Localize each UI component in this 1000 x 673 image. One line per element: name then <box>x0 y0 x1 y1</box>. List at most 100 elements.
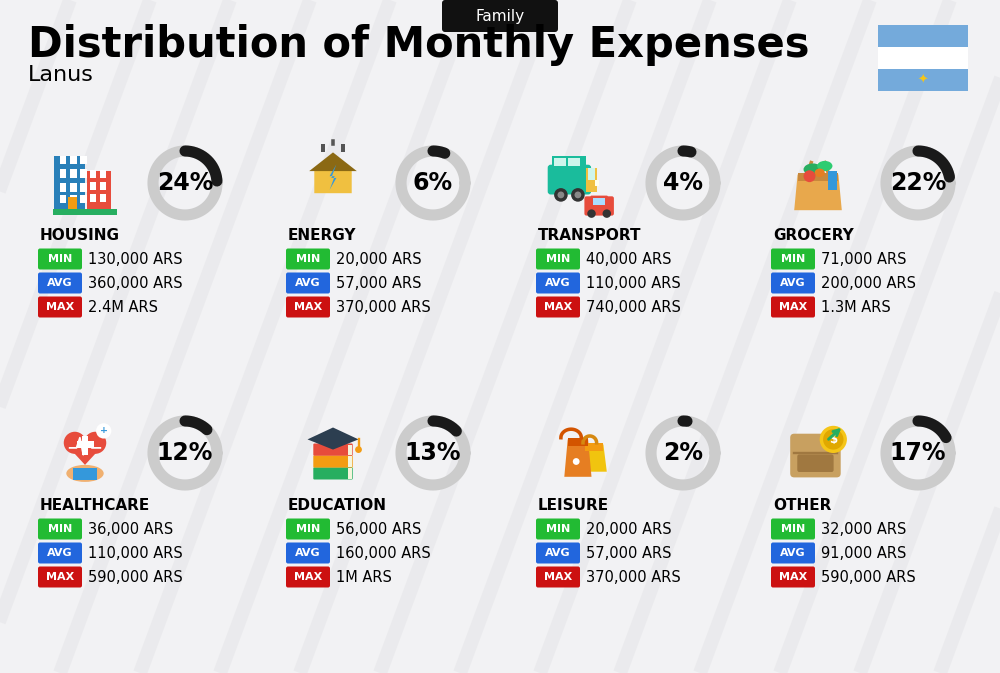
Bar <box>348 468 352 479</box>
Ellipse shape <box>804 164 822 176</box>
Text: 91,000 ARS: 91,000 ARS <box>821 546 906 561</box>
Bar <box>585 443 603 452</box>
Bar <box>60 156 66 164</box>
Text: MAX: MAX <box>544 572 572 582</box>
Text: 20,000 ARS: 20,000 ARS <box>336 252 422 267</box>
Text: 110,000 ARS: 110,000 ARS <box>586 275 681 291</box>
FancyBboxPatch shape <box>286 542 330 563</box>
Bar <box>100 182 106 190</box>
FancyBboxPatch shape <box>771 518 815 540</box>
Text: 71,000 ARS: 71,000 ARS <box>821 252 906 267</box>
Text: 1.3M ARS: 1.3M ARS <box>821 299 891 314</box>
Text: AVG: AVG <box>545 548 571 558</box>
FancyBboxPatch shape <box>584 197 614 215</box>
Bar <box>90 170 96 178</box>
Polygon shape <box>564 439 592 476</box>
Text: MIN: MIN <box>781 524 805 534</box>
Text: 17%: 17% <box>890 441 946 465</box>
Text: MAX: MAX <box>779 572 807 582</box>
FancyBboxPatch shape <box>536 518 580 540</box>
Text: MIN: MIN <box>546 254 570 264</box>
Text: HOUSING: HOUSING <box>40 227 120 242</box>
Text: 24%: 24% <box>157 171 213 195</box>
Text: 56,000 ARS: 56,000 ARS <box>336 522 421 536</box>
Polygon shape <box>309 152 357 171</box>
Ellipse shape <box>323 437 343 446</box>
Text: MIN: MIN <box>546 524 570 534</box>
Bar <box>70 183 76 192</box>
FancyBboxPatch shape <box>771 273 815 293</box>
Bar <box>798 173 838 181</box>
Bar <box>321 144 325 152</box>
FancyBboxPatch shape <box>548 165 591 194</box>
Bar <box>588 168 595 180</box>
Text: 20,000 ARS: 20,000 ARS <box>586 522 672 536</box>
Text: LEISURE: LEISURE <box>538 497 609 513</box>
Text: 4%: 4% <box>663 171 703 195</box>
Text: AVG: AVG <box>295 278 321 288</box>
Text: MAX: MAX <box>294 572 322 582</box>
Bar <box>878 25 968 47</box>
Text: MAX: MAX <box>46 572 74 582</box>
Bar <box>348 444 352 455</box>
Bar <box>348 456 352 466</box>
FancyBboxPatch shape <box>442 0 558 32</box>
Text: 22%: 22% <box>890 171 946 195</box>
Circle shape <box>603 209 611 218</box>
FancyBboxPatch shape <box>536 567 580 588</box>
Text: 6%: 6% <box>413 171 453 195</box>
FancyBboxPatch shape <box>313 467 353 479</box>
FancyBboxPatch shape <box>286 273 330 293</box>
Bar <box>878 69 968 91</box>
Text: Distribution of Monthly Expenses: Distribution of Monthly Expenses <box>28 24 810 66</box>
FancyBboxPatch shape <box>536 248 580 269</box>
Text: ✦: ✦ <box>918 73 928 87</box>
Bar <box>70 195 76 203</box>
Text: 590,000 ARS: 590,000 ARS <box>821 569 916 584</box>
FancyBboxPatch shape <box>771 567 815 588</box>
Bar <box>60 170 66 178</box>
Bar <box>70 156 76 164</box>
Bar <box>554 157 566 166</box>
FancyBboxPatch shape <box>286 567 330 588</box>
Circle shape <box>96 423 111 439</box>
Text: MIN: MIN <box>296 524 320 534</box>
Text: ENERGY: ENERGY <box>288 227 356 242</box>
Text: GROCERY: GROCERY <box>773 227 854 242</box>
FancyBboxPatch shape <box>590 196 608 208</box>
FancyBboxPatch shape <box>313 444 353 456</box>
Bar <box>593 199 605 205</box>
Text: 12%: 12% <box>157 441 213 465</box>
Text: 57,000 ARS: 57,000 ARS <box>586 546 672 561</box>
Text: 160,000 ARS: 160,000 ARS <box>336 546 431 561</box>
FancyBboxPatch shape <box>286 297 330 318</box>
Text: Family: Family <box>475 9 525 24</box>
Bar <box>90 194 96 202</box>
FancyBboxPatch shape <box>536 542 580 563</box>
Polygon shape <box>308 427 358 450</box>
Text: 32,000 ARS: 32,000 ARS <box>821 522 906 536</box>
Text: AVG: AVG <box>780 548 806 558</box>
Bar <box>80 156 87 164</box>
FancyBboxPatch shape <box>771 297 815 318</box>
Text: 130,000 ARS: 130,000 ARS <box>88 252 183 267</box>
Ellipse shape <box>66 465 104 482</box>
Text: AVG: AVG <box>295 548 321 558</box>
Text: MAX: MAX <box>46 302 74 312</box>
Circle shape <box>804 170 815 182</box>
FancyBboxPatch shape <box>536 297 580 318</box>
Bar <box>80 183 87 192</box>
Circle shape <box>820 426 847 453</box>
Polygon shape <box>794 174 842 210</box>
Ellipse shape <box>815 168 825 177</box>
Text: 36,000 ARS: 36,000 ARS <box>88 522 173 536</box>
Polygon shape <box>330 164 336 190</box>
Text: 590,000 ARS: 590,000 ARS <box>88 569 183 584</box>
FancyBboxPatch shape <box>38 297 82 318</box>
Text: 40,000 ARS: 40,000 ARS <box>586 252 672 267</box>
Text: EDUCATION: EDUCATION <box>288 497 387 513</box>
Text: AVG: AVG <box>47 278 73 288</box>
Bar <box>90 182 96 190</box>
Circle shape <box>64 432 86 454</box>
Text: MIN: MIN <box>48 254 72 264</box>
